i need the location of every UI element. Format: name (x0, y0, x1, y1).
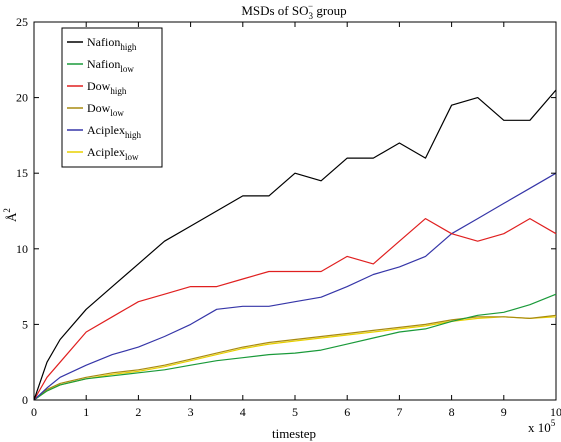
x-tick-label: 1 (83, 405, 89, 419)
x-tick-label: 7 (396, 405, 402, 419)
legend-label-name: Dow (87, 79, 111, 93)
y-tick-label: 5 (22, 317, 28, 331)
legend-label-name: Aciplex (87, 123, 125, 137)
y-tick-label: 10 (16, 242, 28, 256)
tick-layer: 0 1 2 3 4 5 6 7 8 9 10 0 5 10 15 20 25 (16, 15, 561, 419)
legend-label: Nafionlow (87, 57, 134, 74)
y-axis-label-sup: 2 (2, 208, 12, 213)
y-tick-label: 15 (16, 166, 28, 180)
series-line-aciplex-high (33, 172, 557, 401)
legend-label-sub: high (120, 42, 137, 52)
x-multiplier-sup: 5 (551, 418, 556, 428)
chart-title-sub: 3 (309, 11, 314, 21)
chart-title-rest: group (313, 3, 347, 18)
x-tick-label: 10 (550, 405, 561, 419)
x-tick-label: 4 (240, 405, 246, 419)
legend-items: NafionhighNafionlowDowhighDowlowAciplexh… (67, 35, 142, 162)
legend-label-name: Aciplex (87, 145, 125, 159)
legend-label: Aciplexhigh (87, 123, 142, 140)
legend-label: Nafionhigh (87, 35, 137, 52)
x-tick-label: 6 (344, 405, 350, 419)
series-line-nafion-high (33, 89, 557, 401)
legend-label-name: Dow (87, 101, 111, 115)
legend-label: Aciplexlow (87, 145, 139, 162)
x-tick-label: 3 (188, 405, 194, 419)
legend-label-sub: low (125, 152, 139, 162)
series-line-nafion-low (33, 293, 557, 401)
chart-title-sup: − (308, 1, 313, 11)
x-tick-label: 9 (501, 405, 507, 419)
legend: NafionhighNafionlowDowhighDowlowAciplexh… (61, 27, 163, 168)
chart-title: MSDs of SO3− group (241, 1, 346, 21)
x-axis-label: timestep (272, 426, 316, 441)
y-tick-label: 20 (16, 91, 28, 105)
legend-label-sub: low (110, 108, 124, 118)
y-axis-label-base: Å (4, 212, 19, 222)
chart-title-main: MSDs of SO (241, 3, 308, 18)
series-layer (33, 89, 557, 401)
legend-box (61, 27, 163, 168)
series-line-aciplex-low (33, 316, 557, 401)
x-tick-label: 5 (292, 405, 298, 419)
y-tick-label: 0 (22, 393, 28, 407)
legend-label: Dowlow (87, 101, 124, 118)
y-axis-label: Å2 (2, 208, 19, 222)
y-tick-label: 25 (16, 15, 28, 29)
x-tick-label: 0 (31, 405, 37, 419)
legend-label-sub: high (110, 86, 127, 96)
legend-label: Dowhigh (87, 79, 127, 96)
legend-label-name: Nafion (87, 57, 120, 71)
legend-label-name: Nafion (87, 35, 120, 49)
series-line-dow-high (33, 218, 557, 401)
legend-label-sub: high (125, 130, 142, 140)
x-multiplier-base: x 10 (528, 420, 551, 435)
legend-label-sub: low (120, 64, 134, 74)
x-multiplier: x 105 (528, 418, 556, 435)
x-tick-label: 8 (449, 405, 455, 419)
x-tick-label: 2 (135, 405, 141, 419)
